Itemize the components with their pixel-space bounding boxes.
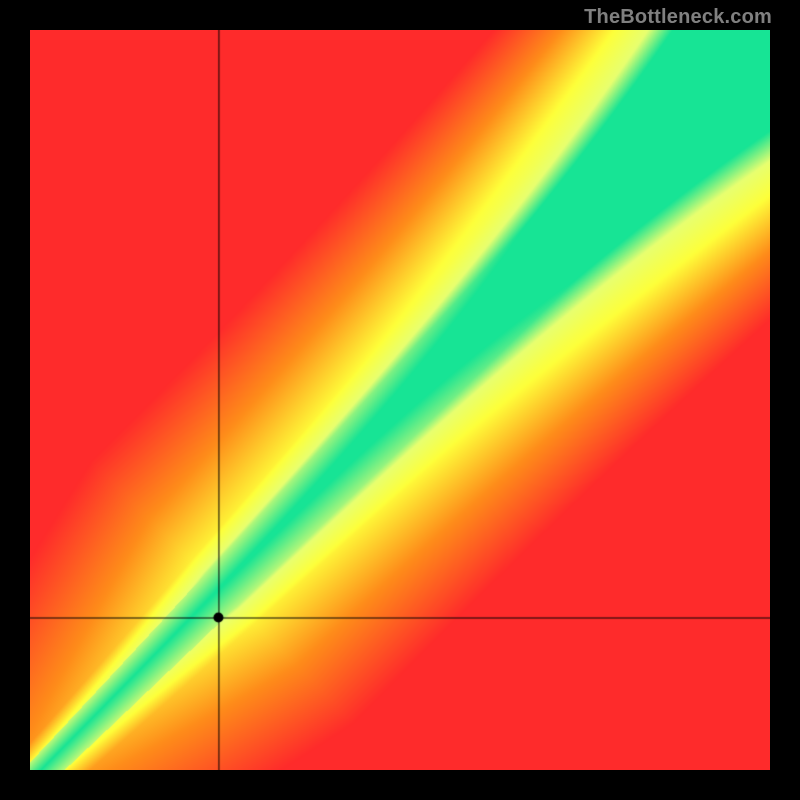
chart-container: TheBottleneck.com [0,0,800,800]
heatmap-canvas [30,30,770,770]
watermark-label: TheBottleneck.com [584,6,772,29]
heatmap-plot [30,30,770,770]
